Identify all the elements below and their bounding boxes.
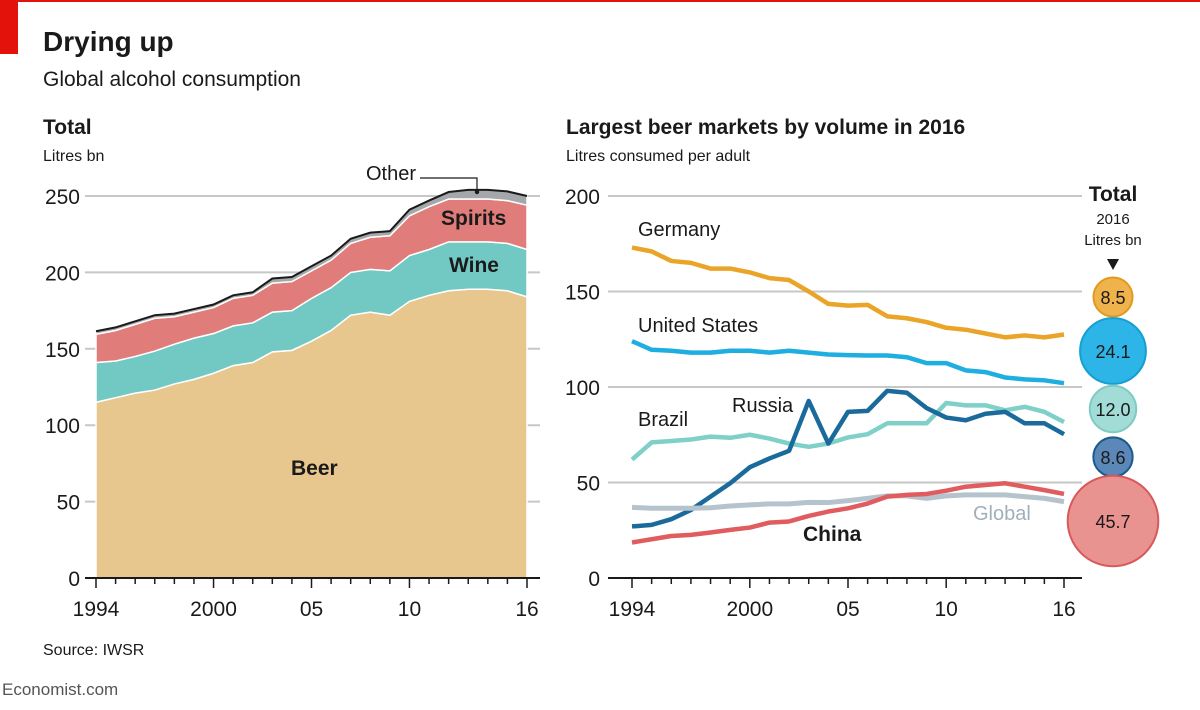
label-united-states: United States bbox=[638, 315, 759, 337]
bubble-value: 45.7 bbox=[1095, 512, 1130, 532]
x-tick-label: 16 bbox=[515, 598, 538, 621]
x-tick-label: 1994 bbox=[609, 598, 656, 621]
y-tick-label: 0 bbox=[588, 568, 600, 591]
total-line bbox=[95, 188, 528, 333]
bubble-value: 12.0 bbox=[1095, 400, 1130, 420]
bubble-value: 8.6 bbox=[1100, 448, 1125, 468]
x-tick-label: 10 bbox=[935, 598, 958, 621]
line-brazil bbox=[630, 400, 1066, 462]
bubble-united-states bbox=[1079, 317, 1147, 385]
line-united-states bbox=[631, 339, 1065, 386]
right-y-label: Litres consumed per adult bbox=[566, 148, 751, 165]
bubble-china bbox=[1066, 474, 1160, 568]
label-global: Global bbox=[973, 503, 1031, 525]
x-tick-label: 05 bbox=[836, 598, 859, 621]
y-tick-label: 0 bbox=[68, 568, 80, 591]
totals-title: Total bbox=[1088, 183, 1138, 206]
line-germany bbox=[631, 245, 1065, 340]
label-china: China bbox=[803, 523, 862, 546]
source-note: Source: IWSR bbox=[43, 642, 145, 659]
right-panel-title: Largest beer markets by volume in 2016 bbox=[566, 116, 966, 139]
totals-unit: Litres bn bbox=[1084, 232, 1142, 249]
chart-title: Drying up bbox=[43, 26, 174, 57]
label-russia: Russia bbox=[732, 395, 794, 417]
y-tick-label: 150 bbox=[565, 282, 600, 305]
bubble-value: 8.5 bbox=[1100, 288, 1125, 308]
y-tick-label: 200 bbox=[45, 262, 80, 285]
line-china bbox=[631, 481, 1065, 545]
label-spirits: Spirits bbox=[441, 207, 507, 230]
y-tick-label: 100 bbox=[565, 377, 600, 400]
y-tick-label: 150 bbox=[45, 339, 80, 362]
bubble-brazil bbox=[1088, 384, 1138, 434]
x-tick-label: 2000 bbox=[190, 598, 237, 621]
label-wine: Wine bbox=[449, 254, 499, 277]
left-panel-title: Total bbox=[43, 116, 92, 139]
chart-subtitle: Global alcohol consumption bbox=[43, 68, 301, 91]
y-tick-label: 100 bbox=[45, 415, 80, 438]
totals-year: 2016 bbox=[1096, 211, 1130, 228]
x-tick-label: 05 bbox=[300, 598, 323, 621]
other-leader-dot bbox=[474, 189, 480, 195]
y-tick-label: 250 bbox=[45, 186, 80, 209]
y-tick-label: 50 bbox=[577, 473, 600, 496]
label-other: Other bbox=[366, 163, 417, 185]
bubble-value: 24.1 bbox=[1095, 342, 1130, 362]
label-brazil: Brazil bbox=[638, 409, 689, 431]
brand-tab bbox=[0, 0, 18, 54]
x-tick-label: 16 bbox=[1052, 598, 1075, 621]
line-global bbox=[631, 492, 1065, 511]
line-russia bbox=[631, 388, 1066, 529]
other-leader-line bbox=[420, 177, 478, 192]
y-tick-label: 200 bbox=[565, 186, 600, 209]
x-tick-label: 1994 bbox=[73, 598, 120, 621]
totals-arrow-icon bbox=[1107, 259, 1119, 270]
label-beer: Beer bbox=[291, 457, 338, 480]
y-tick-label: 50 bbox=[57, 492, 80, 515]
label-germany: Germany bbox=[638, 219, 721, 241]
brand-logo: Economist.com bbox=[2, 680, 119, 699]
x-tick-label: 2000 bbox=[726, 598, 773, 621]
bubble-germany bbox=[1092, 276, 1134, 318]
x-tick-label: 10 bbox=[398, 598, 421, 621]
brand-bar bbox=[0, 0, 1200, 2]
left-y-label: Litres bn bbox=[43, 148, 105, 165]
